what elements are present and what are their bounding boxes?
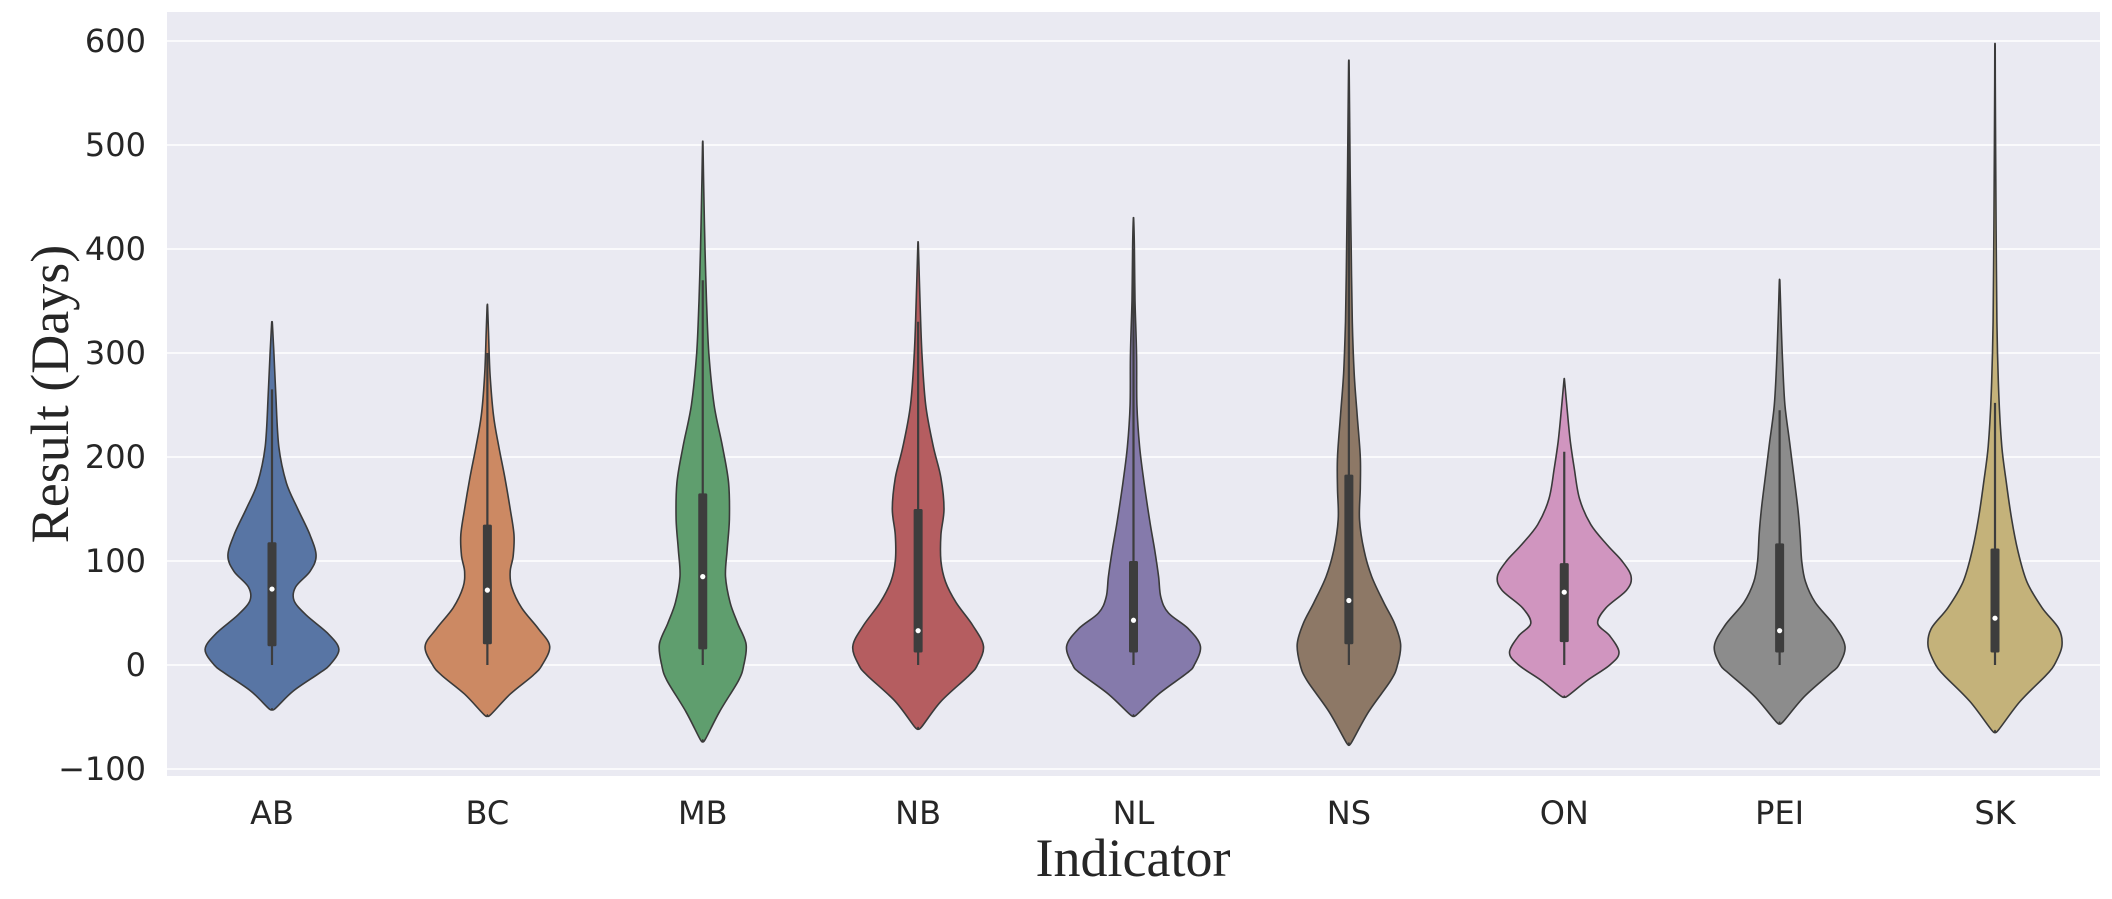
x-tick-label: SK [1974,794,2016,832]
violin-median [1561,589,1567,595]
violin-iqr-box [1559,563,1569,643]
violin-iqr-box [482,524,492,645]
violin-iqr-box [1990,548,2000,653]
x-tick-label: MB [678,794,728,832]
y-tick-label: 600 [85,22,146,60]
violin-median [1346,597,1352,604]
y-tick-label: 100 [85,542,146,580]
violin-on [1496,377,1633,699]
y-tick-label: −100 [58,750,146,788]
violin-iqr-box [267,542,277,647]
violin-iqr-box [1775,543,1785,653]
violin-ns [1296,59,1402,747]
violin-iqr-box [913,509,923,653]
violin-median [269,586,275,592]
violin-median [1777,628,1783,634]
violin-iqr-box [1344,474,1354,645]
y-tick-label: 0 [126,646,146,684]
violin-sk [1927,42,2063,734]
violin-body [1927,42,2063,734]
violin-bc [424,303,551,718]
violin-iqr-box [698,493,708,650]
y-tick-labels: −100 0 100 200 300 400 500 600 [58,22,146,788]
violins [204,42,2063,747]
x-axis-title: Indicator [1036,828,1231,888]
x-tick-labels: AB BC MB NB NL NS ON PEI SK [250,794,2017,832]
x-tick-label: NL [1113,794,1155,832]
violin-nb [851,241,985,731]
y-tick-label: 300 [85,334,146,372]
violin-median [484,587,490,593]
violin-median [1130,617,1137,623]
violin-ab [204,320,340,711]
x-tick-label: NB [895,794,941,832]
violin-pei [1713,278,1846,725]
y-tick-label: 400 [85,230,146,268]
x-tick-label: AB [250,794,294,832]
y-tick-label: 500 [85,126,146,164]
violin-iqr-box [1129,561,1138,653]
violin-nl [1065,216,1202,718]
violin-mb [658,140,748,743]
x-tick-label: PEI [1755,794,1804,832]
violin-median [915,628,921,634]
x-tick-label: BC [466,794,510,832]
violin-median [1992,615,1998,621]
violin-median [700,574,706,580]
y-tick-label: 200 [85,438,146,476]
x-tick-label: ON [1540,794,1589,832]
x-tick-label: NS [1327,794,1371,832]
y-axis-title: Result (Days) [20,245,80,543]
